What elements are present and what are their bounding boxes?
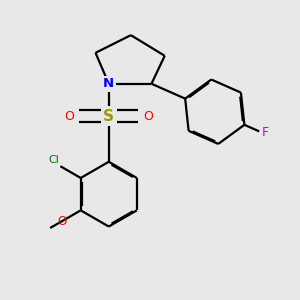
Text: O: O bbox=[64, 110, 74, 123]
Text: O: O bbox=[144, 110, 154, 123]
Text: F: F bbox=[262, 126, 269, 139]
Text: Cl: Cl bbox=[48, 155, 59, 165]
Text: N: N bbox=[103, 77, 114, 90]
Text: O: O bbox=[57, 215, 66, 228]
Text: S: S bbox=[103, 109, 114, 124]
